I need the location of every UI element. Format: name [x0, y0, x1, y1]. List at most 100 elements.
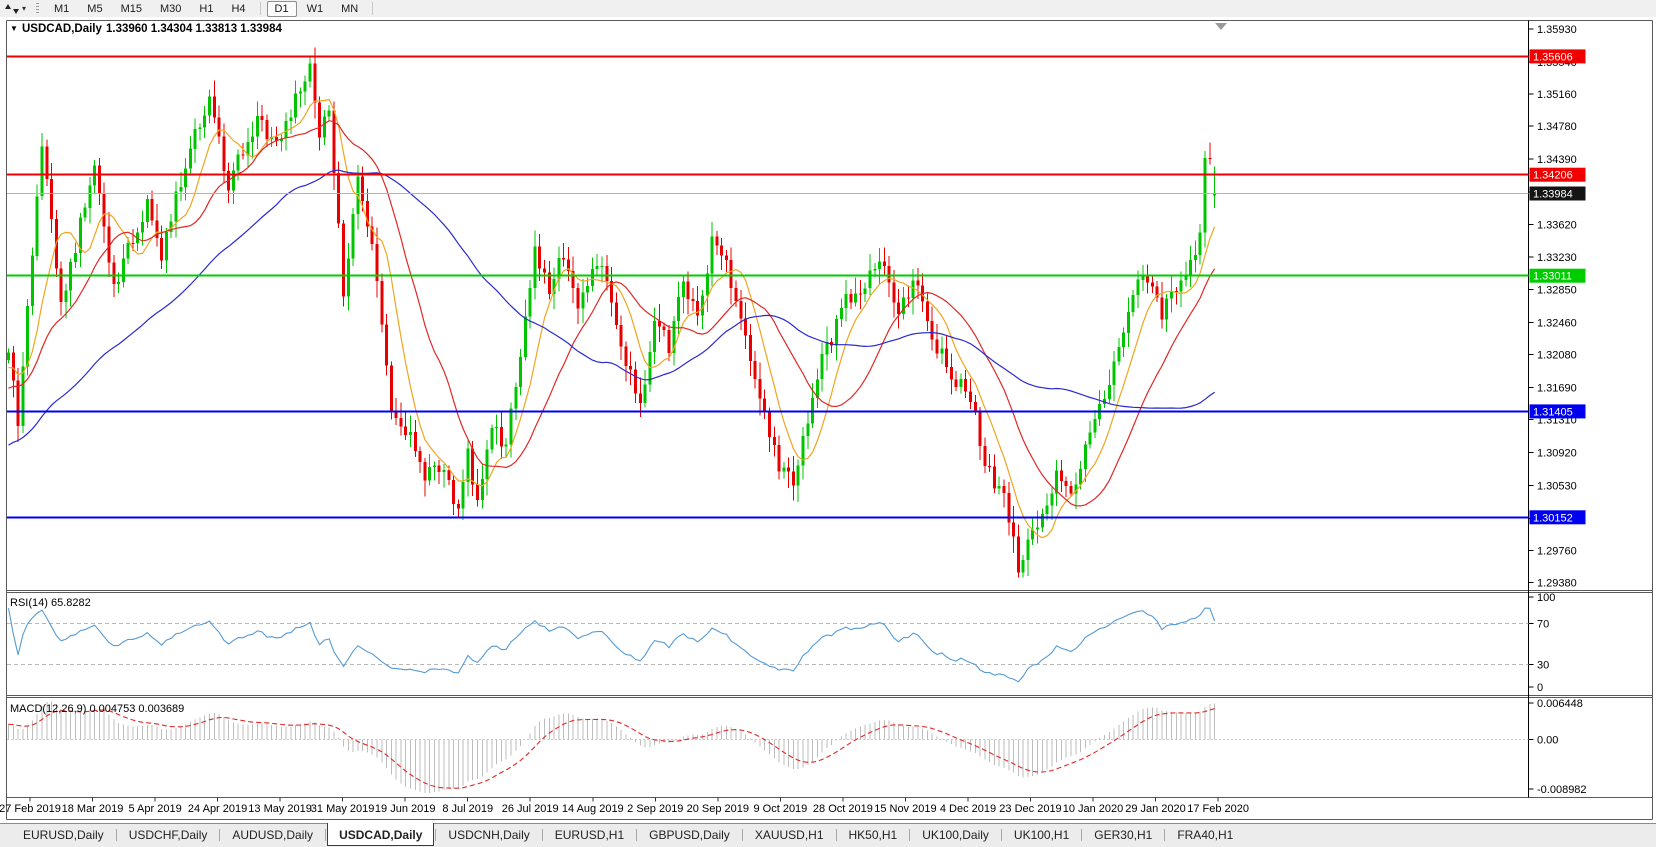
- timeframe-toolbar: ▾ M1 M5 M15 M30 H1 H4 D1 W1 MN: [0, 0, 1656, 18]
- date-axis-label: 10 Jan 2020: [1063, 803, 1124, 815]
- candles-layer: [7, 47, 1217, 578]
- price-axis-tick-label: 1.32460: [1537, 317, 1577, 329]
- moving-averages-layer: [8, 98, 1216, 539]
- timeframe-button-m1[interactable]: M1: [46, 1, 77, 17]
- tab-separator: [1081, 829, 1083, 841]
- date-axis-label: 14 Aug 2019: [562, 803, 624, 815]
- tab-separator: [835, 829, 837, 841]
- timeframe-button-m5[interactable]: M5: [79, 1, 110, 17]
- macd-axis-label: -0.008982: [1537, 784, 1587, 796]
- toolbar-grip-handle[interactable]: [36, 2, 40, 15]
- tab-separator: [115, 829, 117, 841]
- macd-signal-line: [8, 708, 1215, 789]
- date-axis-label: 29 Jan 2020: [1125, 803, 1186, 815]
- chart-tab-uk100-daily[interactable]: UK100,Daily: [922, 828, 989, 842]
- timeframe-button-h1[interactable]: H1: [191, 1, 221, 17]
- chart-title: ▼ USDCAD,Daily 1.33960 1.34304 1.33813 1.3…: [10, 23, 282, 35]
- price-chart-canvas[interactable]: ▼ USDCAD,Daily 1.33960 1.34304 1.33813 1.3…: [0, 17, 1656, 823]
- chart-tab-fra40-h1[interactable]: FRA40,H1: [1177, 828, 1234, 842]
- chart-tab-gbpusd-daily[interactable]: GBPUSD,Daily: [649, 828, 730, 842]
- price-axis[interactable]: 1.359301.355401.351601.347801.343901.340…: [1528, 24, 1586, 590]
- tab-separator: [636, 829, 638, 841]
- timeframe-button-m15[interactable]: M15: [113, 1, 150, 17]
- date-axis-label: 9 Oct 2019: [753, 803, 807, 815]
- price-level-tag: [1529, 167, 1586, 182]
- macd-panel: MACD(12,26,9) 0.004753 0.003689 0.006448 0…: [7, 698, 1587, 796]
- chart-arrange-icon[interactable]: [4, 2, 20, 16]
- rsi-axis-label: 70: [1537, 619, 1549, 631]
- date-axis-label: 24 Apr 2019: [188, 803, 247, 815]
- chart-shift-marker-icon[interactable]: [1215, 23, 1227, 30]
- rsi-axis-label: 0: [1537, 682, 1543, 694]
- price-axis-tick-label: 1.29380: [1537, 578, 1577, 590]
- chart-tab-xauusd-h1[interactable]: XAUUSD,H1: [754, 828, 824, 842]
- chart-symbol-period: USDCAD,Daily: [22, 23, 102, 35]
- price-level-tag: [1529, 49, 1586, 64]
- rsi-line: [7, 607, 1216, 683]
- price-level-tag: [1529, 186, 1586, 201]
- chart-tab-hk50-h1[interactable]: HK50,H1: [848, 828, 898, 842]
- date-axis-label: 27 Feb 2019: [0, 803, 61, 815]
- price-level-tag-label: 1.34206: [1533, 170, 1573, 182]
- chart-tab-audusd-daily[interactable]: AUDUSD,Daily: [232, 828, 314, 842]
- timeframe-button-m30[interactable]: M30: [152, 1, 189, 17]
- chart-tab-usdcad-daily[interactable]: USDCAD,Daily: [327, 823, 435, 846]
- date-axis-label: 31 May 2019: [311, 803, 375, 815]
- tab-separator: [325, 829, 327, 841]
- timeframe-button-mn[interactable]: MN: [333, 1, 366, 17]
- chart-tab-usdcnh-daily[interactable]: USDCNH,Daily: [448, 828, 530, 842]
- price-axis-tick-label: 1.30920: [1537, 447, 1577, 459]
- price-axis-tick-label: 1.32850: [1537, 284, 1577, 296]
- timeframe-button-h4[interactable]: H4: [223, 1, 253, 17]
- tab-separator: [541, 829, 543, 841]
- level-lines-layer[interactable]: [7, 55, 1529, 519]
- timeframe-button-w1[interactable]: W1: [299, 1, 332, 17]
- price-axis-tick-label: 1.34390: [1537, 154, 1577, 166]
- macd-axis-label: 0.006448: [1537, 698, 1583, 710]
- tab-separator: [435, 829, 437, 841]
- date-axis[interactable]: 27 Feb 2019 18 Mar 2019 5 Apr 2019 24 Apr 2…: [0, 797, 1249, 816]
- price-axis-tick-label: 1.31690: [1537, 382, 1577, 394]
- rsi-axis-label: 30: [1537, 659, 1549, 671]
- toolbar-separator: [372, 2, 374, 15]
- date-axis-label: 17 Feb 2020: [1187, 803, 1249, 815]
- chart-tabs: EURUSD,Daily USDCHF,Daily AUDUSD,Daily USDC…: [0, 823, 1656, 847]
- timeframe-button-d1[interactable]: D1: [266, 0, 297, 17]
- chart-tab-eurusd-h1[interactable]: EURUSD,H1: [554, 828, 625, 842]
- chart-tab-ger30-h1[interactable]: GER30,H1: [1094, 828, 1153, 842]
- chart-tab-eurusd-daily[interactable]: EURUSD,Daily: [23, 828, 104, 842]
- date-axis-label: 4 Dec 2019: [940, 803, 996, 815]
- chart-icon-dropdown-caret[interactable]: ▾: [22, 4, 27, 13]
- date-axis-label: 19 Jun 2019: [375, 803, 436, 815]
- chart-tab-uk100-h1[interactable]: UK100,H1: [1013, 828, 1070, 842]
- macd-label: MACD(12,26,9) 0.004753 0.003689: [10, 703, 184, 715]
- chart-menu-caret[interactable]: ▼: [10, 24, 18, 33]
- date-axis-label: 5 Apr 2019: [128, 803, 181, 815]
- chart-frame: [6, 20, 1653, 820]
- chart-tab-usdchf-daily[interactable]: USDCHF,Daily: [128, 828, 208, 842]
- price-level-tag: [1529, 268, 1586, 283]
- chart-ohlc-values: 1.33960 1.34304 1.33813 1.33984: [106, 23, 282, 35]
- date-axis-label: 28 Oct 2019: [813, 803, 873, 815]
- price-level-tag-label: 1.33984: [1533, 189, 1573, 201]
- date-axis-label: 15 Nov 2019: [874, 803, 936, 815]
- price-axis-tick-label: 1.33620: [1537, 219, 1577, 231]
- macd-histogram: [8, 701, 1216, 794]
- price-axis-tick-label: 1.35930: [1537, 24, 1577, 36]
- date-axis-label: 8 Jul 2019: [442, 803, 493, 815]
- price-axis-tick-label: 1.32080: [1537, 349, 1577, 361]
- toolbar-separator: [259, 2, 261, 15]
- date-axis-label: 26 Jul 2019: [502, 803, 559, 815]
- tab-separator: [219, 829, 221, 841]
- price-axis-tick-label: 1.29760: [1537, 545, 1577, 557]
- date-axis-label: 18 Mar 2019: [62, 803, 124, 815]
- price-axis-tick-label: 1.30530: [1537, 480, 1577, 492]
- date-axis-label: 20 Sep 2019: [687, 803, 749, 815]
- price-level-tag: [1529, 510, 1586, 525]
- price-level-tag-label: 1.30152: [1533, 512, 1573, 524]
- chart-window[interactable]: ▼ USDCAD,Daily 1.33960 1.34304 1.33813 1.3…: [0, 17, 1656, 823]
- rsi-panel: RSI(14) 65.8282 100 70 30 0: [7, 592, 1555, 694]
- macd-axis-label: 0.00: [1537, 734, 1558, 746]
- tab-separator: [741, 829, 743, 841]
- date-axis-label: 13 May 2019: [248, 803, 312, 815]
